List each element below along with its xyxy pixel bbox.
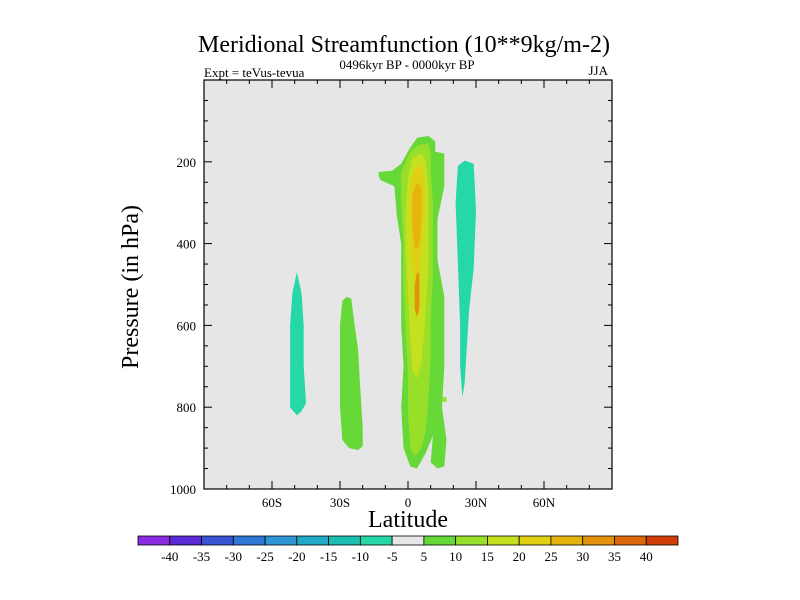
- colorbar-swatch: [582, 535, 615, 546]
- x-tick-label: 30N: [465, 495, 488, 510]
- colorbar-swatch: [550, 535, 584, 546]
- y-tick-label: 600: [177, 318, 197, 333]
- y-tick-label: 400: [177, 237, 197, 252]
- colorbar-label: 5: [421, 549, 428, 564]
- colorbar-swatch: [232, 535, 266, 546]
- colorbar-label: 35: [608, 549, 621, 564]
- colorbar-label: -5: [387, 549, 398, 564]
- colorbar-swatch: [423, 535, 457, 546]
- y-tick-label: 200: [177, 155, 197, 170]
- colorbar-label: 25: [544, 549, 557, 564]
- colorbar-swatch: [391, 535, 425, 546]
- colorbar-swatch: [264, 535, 298, 546]
- colorbar-label: -10: [352, 549, 369, 564]
- x-axis-label: Latitude: [368, 507, 448, 533]
- contour-region-1: [340, 296, 363, 451]
- colorbar-label: 10: [449, 549, 462, 564]
- colorbar-swatch: [487, 535, 520, 546]
- axis-ticks: 60S 30S 0 30N 60N 200 400 600 800 1000: [170, 79, 613, 510]
- subtitle-center: 0496kyr BP - 0000kyr BP: [339, 57, 474, 72]
- colorbar-swatch: [296, 535, 329, 546]
- subtitle-left: Expt = teVus-tevua: [204, 65, 305, 80]
- contour-region-3: [455, 160, 476, 397]
- colorbar-label: -20: [288, 549, 305, 564]
- colorbar-swatch: [645, 535, 679, 546]
- x-tick-label: 0: [405, 495, 412, 510]
- colorbar-label: -35: [193, 549, 210, 564]
- x-tick-label: 60N: [533, 495, 556, 510]
- y-tick-label: 1000: [170, 482, 196, 497]
- x-tick-label: 60S: [262, 495, 282, 510]
- colorbar: -40 -35 -30 -25 -20 -15 -10 -5 5 10 15 20 25 30 35 40: [137, 535, 679, 564]
- colorbar-swatch: [201, 535, 234, 546]
- contour-region-5: [442, 397, 447, 402]
- colorbar-label: 15: [481, 549, 494, 564]
- y-axis-label: Pressure (in hPa): [118, 205, 144, 369]
- colorbar-label: -30: [225, 549, 242, 564]
- colorbar-label: 40: [640, 549, 653, 564]
- colorbar-label: -25: [256, 549, 273, 564]
- colorbar-swatch: [328, 535, 361, 546]
- contour-regions: [290, 136, 476, 469]
- plot-frame: [203, 79, 613, 490]
- y-tick-label: 800: [177, 400, 197, 415]
- colorbar-swatch: [169, 535, 202, 546]
- colorbar-label: 30: [576, 549, 589, 564]
- contour-region-9: [414, 272, 420, 318]
- colorbar-label: -15: [320, 549, 337, 564]
- contour-region-2: [290, 272, 306, 416]
- subtitle-right: JJA: [588, 63, 608, 78]
- chart-title: Meridional Streamfunction (10**9kg/m-2): [198, 32, 610, 58]
- x-tick-label: 30S: [330, 495, 350, 510]
- colorbar-swatch: [518, 535, 552, 546]
- contour-region-8: [412, 182, 422, 250]
- colorbar-swatch: [359, 535, 393, 546]
- colorbar-label: 20: [513, 549, 526, 564]
- colorbar-swatch: [614, 535, 647, 546]
- colorbar-label: -40: [161, 549, 178, 564]
- colorbar-swatch: [455, 535, 488, 546]
- colorbar-swatch: [137, 535, 171, 546]
